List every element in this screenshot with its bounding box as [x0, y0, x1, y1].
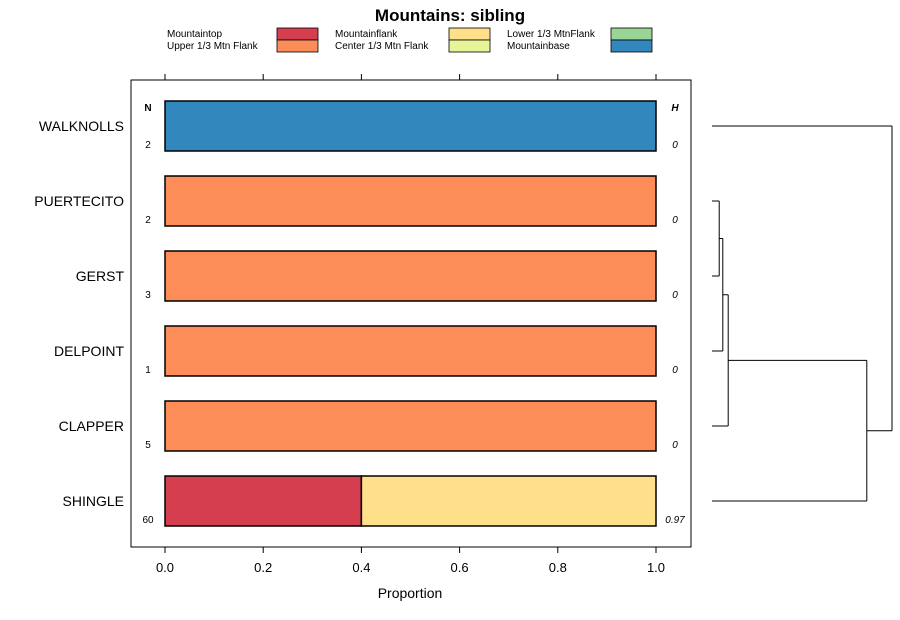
chart-title: Mountains: sibling	[375, 6, 525, 25]
legend-swatch-lower-1-3-mtnflank	[610, 27, 653, 41]
legend-label-mountainbase: Mountainbase	[507, 41, 570, 52]
legend-swatch-mountainflank	[448, 27, 491, 41]
category-label-walknolls: WALKNOLLS	[39, 118, 124, 134]
x-tick-label-3: 0.6	[451, 560, 469, 575]
legend-swatch-center-1-3-mtn-flank	[448, 39, 491, 53]
x-axis-title: Proportion	[378, 585, 443, 601]
bar-puertecito-upper-1-3-mtn-flank	[164, 175, 657, 227]
legend-label-mountainflank: Mountainflank	[335, 29, 398, 40]
x-axis: 0.0 0.2 0.4 0.6 0.8 1.0	[156, 74, 665, 575]
bar-shingle-mountaintop	[164, 475, 363, 527]
n-value-clapper: 5	[145, 440, 151, 451]
plot-frame	[130, 79, 692, 548]
h-value-gerst: 0	[672, 290, 678, 301]
legend-label-upper-1-3-mtn-flank: Upper 1/3 Mtn Flank	[167, 41, 259, 52]
bar-gerst-upper-1-3-mtn-flank	[164, 250, 657, 302]
category-label-gerst: GERST	[76, 268, 125, 284]
category-label-delpoint: DELPOINT	[54, 343, 124, 359]
legend-label-lower-1-3-mtnflank: Lower 1/3 MtnFlank	[507, 29, 596, 40]
h-value-shingle: 0.97	[665, 515, 685, 526]
bar-walknolls-mountainbase	[164, 100, 657, 152]
category-label-puertecito: PUERTECITO	[34, 193, 124, 209]
legend-label-mountaintop: Mountaintop	[167, 29, 222, 40]
bar-shingle-mountainflank	[360, 475, 657, 527]
x-tick-label-0: 0.0	[156, 560, 174, 575]
n-value-shingle: 60	[142, 515, 154, 526]
n-value-delpoint: 1	[145, 365, 151, 376]
h-value-delpoint: 0	[672, 365, 678, 376]
dendrogram	[712, 125, 893, 502]
h-value-puertecito: 0	[672, 215, 678, 226]
legend-swatch-upper-1-3-mtn-flank	[276, 39, 319, 53]
x-tick-label-1: 0.2	[254, 560, 272, 575]
bar-rows: WALKNOLLS 2 0 PUERTECITO 2 0 GERST 3 0 DELPOINT 1 0…	[34, 100, 685, 527]
h-column-header: H	[671, 103, 679, 114]
x-tick-label-5: 1.0	[647, 560, 665, 575]
h-value-walknolls: 0	[672, 140, 678, 151]
category-label-clapper: CLAPPER	[59, 418, 124, 434]
n-value-gerst: 3	[145, 290, 151, 301]
x-tick-label-2: 0.4	[352, 560, 370, 575]
legend-swatch-mountaintop	[276, 27, 319, 41]
x-tick-label-4: 0.8	[549, 560, 567, 575]
bar-clapper-upper-1-3-mtn-flank	[164, 400, 657, 452]
n-value-walknolls: 2	[145, 140, 151, 151]
category-label-shingle: SHINGLE	[63, 493, 124, 509]
legend-swatch-mountainbase	[610, 39, 653, 53]
n-column-header: N	[144, 103, 151, 114]
n-value-puertecito: 2	[145, 215, 151, 226]
bar-delpoint-upper-1-3-mtn-flank	[164, 325, 657, 377]
h-value-clapper: 0	[672, 440, 678, 451]
legend-label-center-1-3-mtn-flank: Center 1/3 Mtn Flank	[335, 41, 429, 52]
